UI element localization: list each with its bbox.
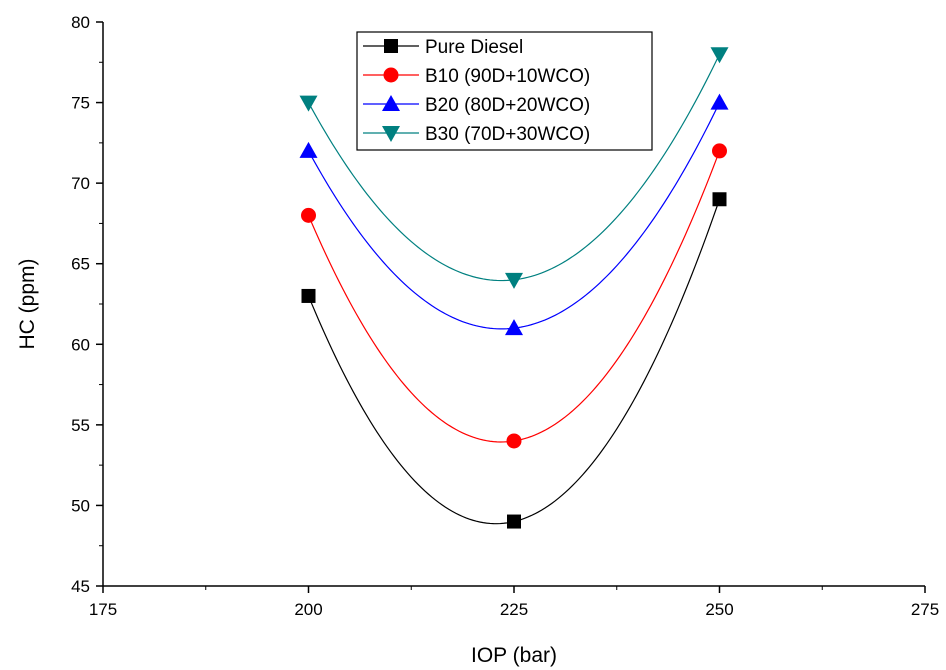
data-point: [505, 272, 523, 289]
series-line: [307, 150, 721, 443]
y-tick-label: 55: [71, 416, 90, 435]
plot-series: [299, 47, 729, 529]
x-tick-label: 200: [294, 600, 322, 619]
legend-marker: [383, 67, 399, 83]
axes: 175 200 225 250 275 45 50 55 60 65 70 75 80: [71, 13, 939, 619]
legend-item: B10 (90D+10WCO): [363, 66, 590, 87]
x-tick-label: 175: [89, 600, 117, 619]
legend-label: B30 (70D+30WCO): [425, 124, 590, 145]
legend-marker: [382, 126, 400, 142]
legend-marker: [382, 95, 400, 111]
series-1: [301, 192, 727, 529]
y-tick-label: 75: [71, 94, 90, 113]
data-point: [299, 95, 318, 112]
data-point: [299, 141, 318, 158]
data-point: [507, 514, 521, 529]
y-tick-label: 80: [71, 13, 90, 32]
data-point: [710, 47, 729, 64]
x-tick-label: 225: [500, 600, 528, 619]
legend-label: Pure Diesel: [425, 37, 523, 58]
data-point: [710, 93, 729, 110]
data-point: [712, 143, 727, 159]
data-point: [712, 192, 727, 207]
legend-item: Pure Diesel: [363, 37, 523, 58]
data-point: [301, 207, 316, 223]
series-4: [299, 47, 729, 289]
legend-label: B10 (90D+10WCO): [425, 66, 590, 87]
x-axis-title: IOP (bar): [471, 644, 557, 667]
x-tick-label: 275: [911, 600, 939, 619]
legend-box: [356, 31, 653, 151]
y-tick-label: 50: [71, 496, 90, 515]
legend-label: B20 (80D+20WCO): [425, 95, 590, 116]
data-point: [506, 433, 522, 449]
y-tick-label: 60: [71, 335, 90, 354]
legend: Pure Diesel B10 (90D+10WCO) B20 (80D+20WCO…: [356, 31, 653, 151]
legend-item: B30 (70D+30WCO): [363, 124, 590, 145]
y-axis-title: HC (ppm): [16, 258, 39, 349]
legend-item: B20 (80D+20WCO): [363, 95, 590, 116]
y-tick-label: 65: [71, 255, 90, 274]
data-point: [505, 319, 523, 336]
series-3: [299, 93, 729, 336]
legend-marker: [384, 39, 398, 53]
x-tick-label: 250: [705, 600, 733, 619]
y-tick-label: 70: [71, 174, 90, 193]
series-line: [307, 199, 721, 525]
y-tick-label: 45: [71, 577, 90, 596]
series-2: [301, 143, 727, 449]
data-point: [301, 288, 316, 303]
